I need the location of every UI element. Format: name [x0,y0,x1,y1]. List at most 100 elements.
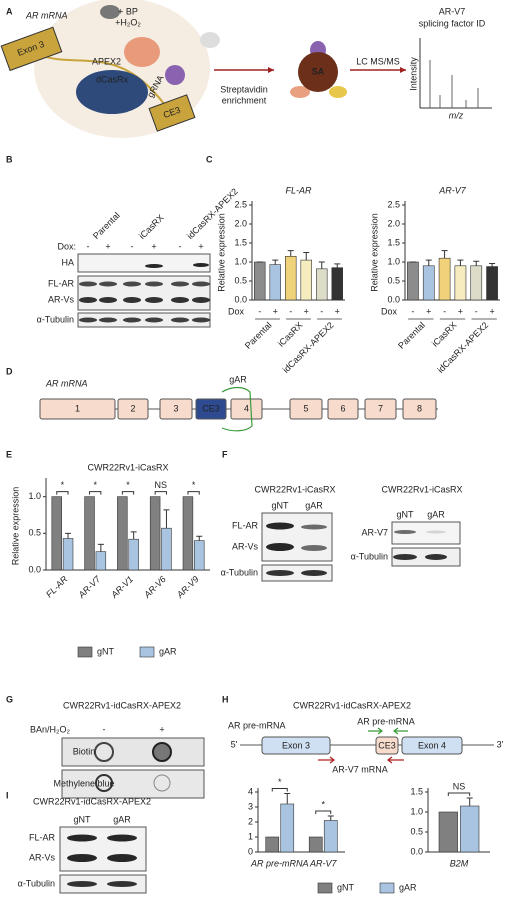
panel-letter: C [206,154,213,164]
box [61,737,205,767]
arrow-head [268,67,274,73]
box [401,736,463,755]
label: 7 [378,403,383,413]
y-tick-label: 0.5 [234,275,247,285]
label: AR-V7 [361,527,388,537]
label: AR-V7 [439,6,466,16]
bar [182,496,194,571]
y-tick-label: 0.0 [410,846,423,856]
label: - [179,241,182,251]
box [230,398,263,420]
dot-blot [94,742,114,762]
label: AR pre-mRNA [228,720,286,730]
significance-bracket [154,491,167,495]
significance: * [192,480,196,490]
x-tick-label: - [411,306,414,316]
blot-band [301,524,327,530]
x-tick-label: - [475,306,478,316]
label: 1 [75,403,80,413]
box [289,398,323,420]
blot-band [99,281,117,287]
blot-band [79,281,97,287]
bar [62,538,74,571]
label: LC MS/MS [356,56,400,66]
label: Methylene blue [53,778,114,788]
y-tick-label: 1 [248,831,253,841]
label: CWR22Rv1-iCasRX [254,484,335,494]
label: 2 [130,403,135,413]
label: 4 [244,403,249,413]
label: AR-V7 mRNA [332,764,388,774]
blot-band [79,317,97,323]
label: + BP [118,6,138,16]
y-tick-label: 1.5 [387,237,400,247]
protein [100,5,120,19]
blot-band [394,530,416,534]
blot-band [145,281,163,287]
label: m/z [449,110,464,120]
bar [265,836,280,853]
bar [194,540,205,571]
y-tick-label: 0.5 [410,826,423,836]
label: gAR [229,374,247,384]
label: FL-AR [232,520,259,530]
x-tick-label: + [304,306,309,316]
label: dCasRx [96,74,129,84]
blot-band [266,543,294,551]
significance: * [278,777,282,787]
x-tick-label: FL-AR [44,574,70,600]
bar [280,803,295,853]
significance: * [93,480,97,490]
label: α-Tubulin [18,878,55,888]
blot-band [171,297,189,303]
label: CE3 [202,403,220,413]
legend-swatch [139,646,155,658]
x-tick-label: AR-V7 [76,573,103,600]
primer-arrow [368,727,408,735]
dot-blot [95,774,113,792]
label: CWR22Rv1-idCasRX-APEX2 [63,700,181,710]
significance-bracket [56,491,69,495]
box [77,275,211,311]
x-tick-label: - [443,306,446,316]
box [0,26,63,72]
label: AR mRNA [45,378,88,388]
label: gNT [271,500,289,510]
x-tick-label: AR-V9 [174,574,201,601]
label: 6 [340,403,345,413]
group-label: iCasRX [430,320,459,349]
y-tick-label: 2.5 [234,199,247,209]
x-tick-label: AR pre-mRNA [250,858,309,868]
bar [51,496,62,571]
label: gNT [396,509,414,519]
label: HA [61,257,74,267]
box [402,398,437,420]
x-tick-label: + [273,306,278,316]
bar [254,261,266,301]
blot-band [145,317,163,323]
significance-bracket [447,792,471,796]
significance: * [126,480,130,490]
label: CWR22Rv1-idCasRX-APEX2 [33,796,151,806]
label: + [151,241,156,251]
y-tick-label: 0.5 [28,528,41,538]
box [39,398,116,420]
label: 3' [497,739,504,749]
label: gAR [305,500,323,510]
label: AR-Vs [48,294,75,304]
label: + [105,241,110,251]
panel-letter: H [222,694,229,704]
label: gNT [73,814,91,824]
y-tick-label: 3 [248,801,253,811]
label: Dox [228,306,245,316]
y-tick-label: 1.5 [234,237,247,247]
protein [290,86,310,98]
label: +H₂O₂ [115,17,141,27]
y-tick-label: 0.0 [28,564,41,574]
label: iCasRX [137,212,166,241]
dot-blot [152,742,172,762]
label: SA [312,66,325,76]
blot-band [107,854,137,862]
label: FL-AR [29,832,56,842]
legend-swatch [317,882,333,894]
